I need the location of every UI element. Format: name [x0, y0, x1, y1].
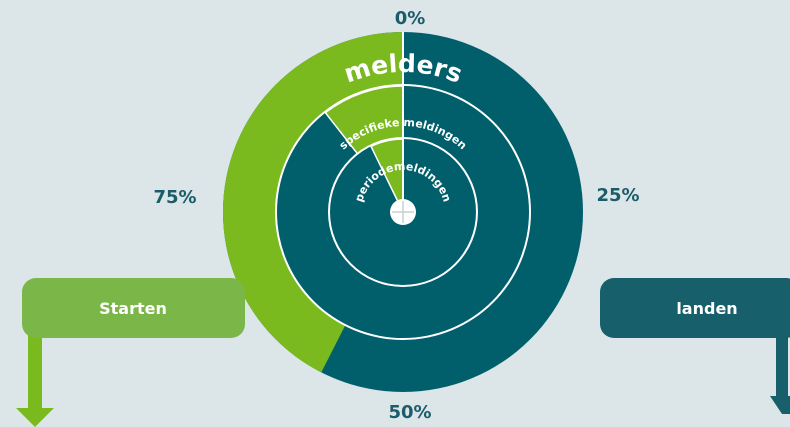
arrow-shaft — [28, 330, 42, 410]
percent-label: 0% — [395, 8, 426, 29]
arrow-head — [16, 408, 54, 427]
arrow-shaft — [776, 330, 788, 400]
percent-label: 25% — [596, 185, 639, 206]
arrow-head — [770, 396, 790, 414]
button-label: landen — [676, 299, 737, 318]
percent-label: 50% — [388, 402, 431, 423]
percent-label: 75% — [153, 187, 196, 208]
start-button[interactable] — [22, 278, 245, 338]
button-label: Starten — [99, 299, 167, 318]
land-button[interactable] — [600, 278, 790, 338]
